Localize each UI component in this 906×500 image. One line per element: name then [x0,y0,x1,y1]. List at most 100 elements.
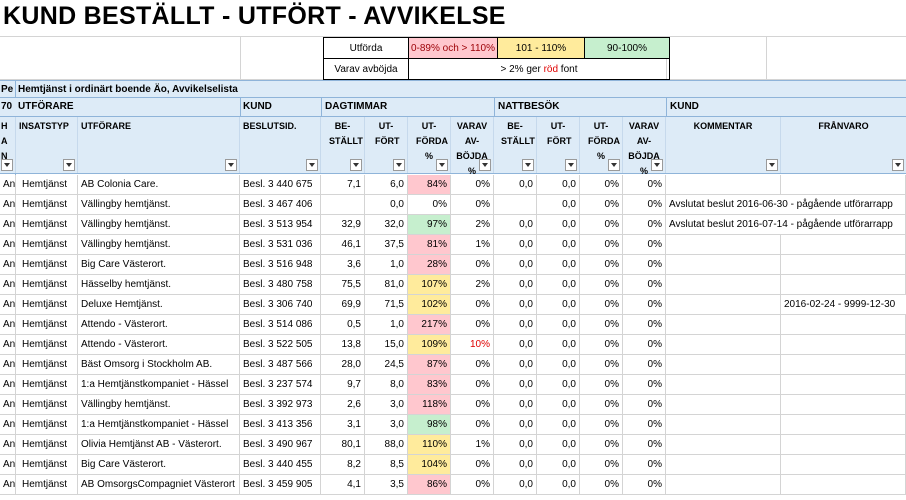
cell-natt-utforda[interactable]: 0% [580,395,623,415]
cell-dag-bestallt[interactable]: 69,9 [321,295,365,315]
cell-utforare[interactable]: Vällingby hemtjänst. [78,195,240,215]
filter-dropdown-icon[interactable] [479,159,491,171]
cell-dag-utfort[interactable]: 3,0 [365,395,408,415]
filter-active-icon[interactable] [1,159,13,171]
cell-dag-avbojda[interactable]: 0% [451,395,494,415]
cell-insatstyp[interactable]: Hemtjänst [16,235,78,255]
cell-franvaro[interactable] [781,395,906,415]
cell-franvaro[interactable] [781,235,906,255]
cell-franvaro[interactable] [781,255,906,275]
cell-beslutsid[interactable]: Besl. 3 392 973 [240,395,321,415]
cell-dag-bestallt[interactable]: 46,1 [321,235,365,255]
cell-dag-avbojda[interactable]: 10% [451,335,494,355]
cell-natt-utforda[interactable]: 0% [580,355,623,375]
cell-a[interactable]: Ant [0,355,16,375]
cell-natt-utforda[interactable]: 0% [580,235,623,255]
cell-dag-utfort[interactable]: 88,0 [365,435,408,455]
cell-insatstyp[interactable]: Hemtjänst [16,415,78,435]
cell-a[interactable]: Ant [0,295,16,315]
cell-utforare[interactable]: Big Care Västerort. [78,255,240,275]
cell-utforare[interactable]: Bäst Omsorg i Stockholm AB. [78,355,240,375]
filter-dropdown-icon[interactable] [565,159,577,171]
cell-franvaro[interactable] [781,175,906,195]
cell-kommentar[interactable] [666,415,781,435]
cell-dag-bestallt[interactable]: 8,2 [321,455,365,475]
cell-dag-avbojda[interactable]: 0% [451,455,494,475]
cell-dag-bestallt[interactable]: 9,7 [321,375,365,395]
cell-natt-utforda[interactable]: 0% [580,195,623,215]
cell-franvaro[interactable] [781,355,906,375]
cell-dag-avbojda[interactable]: 2% [451,275,494,295]
cell-franvaro[interactable] [781,375,906,395]
cell-utforare[interactable]: Hässelby hemtjänst. [78,275,240,295]
cell-beslutsid[interactable]: Besl. 3 522 505 [240,335,321,355]
cell-dag-utforda[interactable]: 86% [408,475,451,495]
cell-beslutsid[interactable]: Besl. 3 306 740 [240,295,321,315]
cell-natt-utforda[interactable]: 0% [580,175,623,195]
cell-natt-utforda[interactable]: 0% [580,415,623,435]
cell-natt-utforda[interactable]: 0% [580,275,623,295]
cell-beslutsid[interactable]: Besl. 3 467 406 [240,195,321,215]
cell-natt-avbojda[interactable]: 0% [623,315,666,335]
cell-a[interactable]: Ant [0,195,16,215]
filter-dropdown-icon[interactable] [63,159,75,171]
cell-franvaro[interactable]: 2016-02-24 - 9999-12-30 [781,295,906,315]
cell-natt-utforda[interactable]: 0% [580,475,623,495]
cell-natt-bestallt[interactable]: 0,0 [494,415,537,435]
cell-dag-utfort[interactable]: 15,0 [365,335,408,355]
filter-dropdown-icon[interactable] [651,159,663,171]
filter-dropdown-icon[interactable] [766,159,778,171]
cell-beslutsid[interactable]: Besl. 3 490 967 [240,435,321,455]
cell-natt-utforda[interactable]: 0% [580,455,623,475]
cell-dag-avbojda[interactable]: 1% [451,435,494,455]
cell-dag-bestallt[interactable]: 13,8 [321,335,365,355]
cell-kommentar[interactable] [666,255,781,275]
cell-dag-utforda[interactable]: 84% [408,175,451,195]
cell-dag-bestallt[interactable]: 32,9 [321,215,365,235]
cell-beslutsid[interactable]: Besl. 3 480 758 [240,275,321,295]
cell-natt-bestallt[interactable]: 0,0 [494,315,537,335]
cell-natt-avbojda[interactable]: 0% [623,355,666,375]
cell-insatstyp[interactable]: Hemtjänst [16,255,78,275]
cell-franvaro[interactable] [781,335,906,355]
cell-dag-avbojda[interactable]: 0% [451,415,494,435]
cell-kommentar[interactable] [666,295,781,315]
cell-dag-utfort[interactable]: 71,5 [365,295,408,315]
cell-beslutsid[interactable]: Besl. 3 531 036 [240,235,321,255]
cell-dag-avbojda[interactable]: 0% [451,475,494,495]
cell-dag-utforda[interactable]: 97% [408,215,451,235]
cell-natt-utfort[interactable]: 0,0 [537,335,580,355]
filter-dropdown-icon[interactable] [306,159,318,171]
cell-a[interactable]: Ant [0,475,16,495]
cell-utforare[interactable]: Deluxe Hemtjänst. [78,295,240,315]
cell-natt-utfort[interactable]: 0,0 [537,355,580,375]
cell-dag-utforda[interactable]: 83% [408,375,451,395]
cell-insatstyp[interactable]: Hemtjänst [16,355,78,375]
cell-kommentar[interactable] [666,395,781,415]
cell-a[interactable]: Ant [0,415,16,435]
cell-natt-bestallt[interactable]: 0,0 [494,275,537,295]
cell-natt-utfort[interactable]: 0,0 [537,295,580,315]
filter-dropdown-icon[interactable] [436,159,448,171]
cell-insatstyp[interactable]: Hemtjänst [16,455,78,475]
cell-natt-avbojda[interactable]: 0% [623,375,666,395]
cell-a[interactable]: Ant [0,175,16,195]
cell-dag-bestallt[interactable]: 3,1 [321,415,365,435]
cell-dag-utforda[interactable]: 110% [408,435,451,455]
cell-insatstyp[interactable]: Hemtjänst [16,335,78,355]
cell-a[interactable]: Ant [0,255,16,275]
cell-natt-avbojda[interactable]: 0% [623,295,666,315]
cell-insatstyp[interactable]: Hemtjänst [16,375,78,395]
cell-beslutsid[interactable]: Besl. 3 440 455 [240,455,321,475]
cell-natt-bestallt[interactable]: 0,0 [494,255,537,275]
cell-dag-utfort[interactable]: 8,5 [365,455,408,475]
cell-a[interactable]: Ant [0,455,16,475]
cell-kommentar[interactable] [666,315,781,335]
cell-dag-bestallt[interactable]: 0,5 [321,315,365,335]
cell-a[interactable]: Ant [0,435,16,455]
filter-dropdown-icon[interactable] [350,159,362,171]
cell-natt-utforda[interactable]: 0% [580,315,623,335]
cell-utforare[interactable]: Big Care Västerort. [78,455,240,475]
cell-insatstyp[interactable]: Hemtjänst [16,475,78,495]
cell-natt-avbojda[interactable]: 0% [623,255,666,275]
